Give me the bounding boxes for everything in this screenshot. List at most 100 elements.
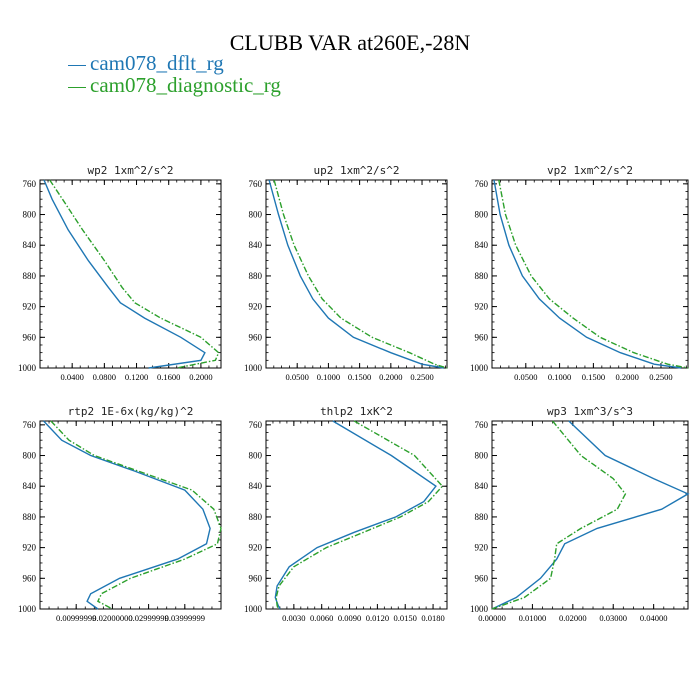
y-tick-label: 920 <box>475 302 489 312</box>
y-tick-label: 1000 <box>18 604 37 614</box>
y-tick-label: 920 <box>23 543 37 553</box>
y-tick-label: 760 <box>249 420 263 430</box>
y-tick-label: 960 <box>249 573 263 583</box>
series-line-diagnostic <box>273 179 448 369</box>
y-tick-label: 760 <box>475 420 489 430</box>
y-tick-label: 960 <box>475 332 489 342</box>
x-tick-label: 0.2000 <box>189 372 212 382</box>
y-tick-label: 880 <box>23 512 37 522</box>
y-tick-label: 840 <box>249 240 263 250</box>
x-tick-label: 0.2000 <box>379 372 402 382</box>
x-tick-label: 0.1000 <box>317 372 340 382</box>
legend-label: cam078_diagnostic_rg <box>90 73 281 97</box>
panel-title: thlp2 1xK^2 <box>320 405 393 418</box>
series-line-diagnostic <box>491 420 627 610</box>
y-tick-label: 800 <box>249 210 263 220</box>
x-tick-label: 0.02000 <box>559 613 587 623</box>
x-tick-label: 0.1000 <box>548 372 571 382</box>
y-tick-label: 1000 <box>470 604 489 614</box>
plot-frame <box>265 420 448 610</box>
x-tick-label: 0.04000 <box>640 613 668 623</box>
x-tick-label: 0.03999999 <box>165 613 205 623</box>
y-tick-label: 840 <box>23 481 37 491</box>
y-tick-label: 800 <box>475 210 489 220</box>
panel-title: wp2 1xm^2/s^2 <box>87 164 173 177</box>
chart-panel-6: wp3 1xm^3/s^3 760 800 840 880 920 960 10000.000… <box>470 405 690 623</box>
panel-title: rtp2 1E-6x(kg/kg)^2 <box>68 405 194 418</box>
y-tick-label: 960 <box>249 332 263 342</box>
y-tick-label: 960 <box>475 573 489 583</box>
x-tick-label: 0.00999999 <box>56 613 96 623</box>
series-line-diagnostic <box>50 420 222 610</box>
x-tick-label: 0.0500 <box>286 372 309 382</box>
x-tick-label: 0.01000 <box>519 613 547 623</box>
x-tick-label: 0.0800 <box>93 372 116 382</box>
y-tick-label: 960 <box>23 332 37 342</box>
x-tick-label: 0.02999999 <box>128 613 168 623</box>
panel-title: wp3 1xm^3/s^3 <box>547 405 633 418</box>
series-line-diagnostic <box>498 179 689 369</box>
x-tick-label: 0.02000000 <box>92 613 132 623</box>
x-tick-label: 0.0500 <box>514 372 537 382</box>
x-tick-label: 0.1200 <box>125 372 148 382</box>
y-tick-label: 880 <box>475 512 489 522</box>
x-tick-label: 0.2500 <box>649 372 672 382</box>
page-title: CLUBB VAR at260E,-28N <box>229 30 471 55</box>
plot-frame <box>265 179 448 369</box>
chart-panel-3: vp2 1xm^2/s^2 760 800 840 880 920 960 1000 0.050… <box>470 164 689 382</box>
x-tick-label: 0.1500 <box>348 372 371 382</box>
series-line-dflt <box>43 179 206 369</box>
y-tick-label: 1000 <box>470 363 489 373</box>
series-line-dflt <box>491 420 690 610</box>
x-tick-label: 0.0400 <box>60 372 83 382</box>
y-tick-label: 760 <box>23 420 37 430</box>
x-tick-label: 0.0150 <box>394 613 417 623</box>
y-tick-label: 1000 <box>244 604 263 614</box>
y-tick-label: 920 <box>249 543 263 553</box>
y-tick-label: 800 <box>23 451 37 461</box>
y-tick-label: 760 <box>249 179 263 189</box>
y-tick-label: 920 <box>475 543 489 553</box>
plot-frame <box>491 179 689 369</box>
plot-frame <box>491 420 689 610</box>
x-tick-label: 0.0090 <box>338 613 361 623</box>
legend-item-dflt: cam078_dflt_rg <box>68 51 224 76</box>
y-tick-label: 1000 <box>244 363 263 373</box>
y-tick-label: 800 <box>249 451 263 461</box>
x-tick-label: 0.03000 <box>599 613 627 623</box>
y-tick-label: 840 <box>23 240 37 250</box>
legend-line-icon <box>68 64 86 66</box>
legend-label: cam078_dflt_rg <box>90 51 224 75</box>
y-tick-label: 960 <box>23 573 37 583</box>
chart-panel-4: rtp2 1E-6x(kg/kg)^2 760 800 840 880 920 960 100… <box>18 405 222 623</box>
series-line-dflt <box>493 179 682 369</box>
y-tick-label: 760 <box>475 179 489 189</box>
plot-frame <box>39 420 222 610</box>
plot-frame <box>39 179 222 369</box>
y-tick-label: 800 <box>475 451 489 461</box>
y-tick-label: 920 <box>249 302 263 312</box>
chart-panel-2: up2 1xm^2/s^2 760 800 840 880 920 960 1000 0.050… <box>244 164 448 382</box>
x-tick-label: 0.2000 <box>615 372 638 382</box>
series-line-diagnostic <box>49 179 220 369</box>
x-tick-label: 0.1600 <box>157 372 180 382</box>
y-tick-label: 800 <box>23 210 37 220</box>
y-tick-label: 840 <box>475 481 489 491</box>
x-tick-label: 0.0180 <box>421 613 444 623</box>
series-line-diagnostic <box>275 420 444 610</box>
x-tick-label: 0.0030 <box>282 613 305 623</box>
series-line-dflt <box>274 420 437 610</box>
x-tick-label: 0.2500 <box>410 372 433 382</box>
y-tick-label: 880 <box>23 271 37 281</box>
series-line-dflt <box>268 179 445 369</box>
legend-item-diagnostic: cam078_diagnostic_rg <box>68 73 281 98</box>
panel-title: vp2 1xm^2/s^2 <box>547 164 633 177</box>
y-tick-label: 840 <box>249 481 263 491</box>
y-tick-label: 920 <box>23 302 37 312</box>
series-line-dflt <box>43 420 211 610</box>
chart-panel-1: wp2 1xm^2/s^2 760 800 840 880 920 960 1000 0.040… <box>18 164 222 382</box>
legend-line-icon <box>68 86 86 88</box>
x-tick-label: 0.00000 <box>478 613 506 623</box>
